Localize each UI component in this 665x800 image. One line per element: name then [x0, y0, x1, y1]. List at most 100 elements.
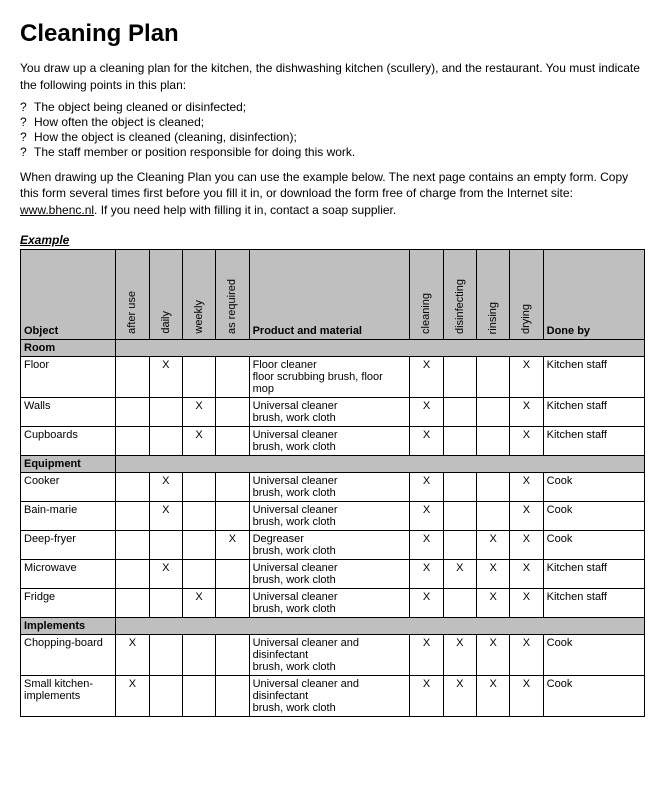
cell-daily [149, 426, 182, 455]
cell-weekly [182, 559, 215, 588]
cell-weekly [182, 530, 215, 559]
cell-disinfecting [443, 472, 476, 501]
section-name: Implements [21, 617, 116, 634]
cell-cleaning: X [410, 675, 443, 716]
cell-after-use [116, 530, 149, 559]
cell-weekly: X [182, 588, 215, 617]
intro-text: You draw up a cleaning plan for the kitc… [20, 60, 645, 94]
cell-done-by: Kitchen staff [543, 559, 644, 588]
cell-disinfecting [443, 397, 476, 426]
cell-product: Universal cleanerbrush, work cloth [249, 397, 410, 426]
table-row: Deep-fryerXDegreaserbrush, work clothXXX… [21, 530, 645, 559]
section-header-row: Implements [21, 617, 645, 634]
cell-disinfecting [443, 501, 476, 530]
cell-after-use [116, 472, 149, 501]
cell-done-by: Kitchen staff [543, 356, 644, 397]
cell-product: Universal cleanerbrush, work cloth [249, 559, 410, 588]
table-row: Bain-marieXUniversal cleanerbrush, work … [21, 501, 645, 530]
cell-object: Bain-marie [21, 501, 116, 530]
bullet-list: ?The object being cleaned or disinfected… [20, 100, 645, 159]
table-row: CookerXUniversal cleanerbrush, work clot… [21, 472, 645, 501]
section-fill [116, 339, 645, 356]
cell-done-by: Cook [543, 634, 644, 675]
cell-drying: X [510, 501, 543, 530]
cell-cleaning: X [410, 397, 443, 426]
cell-rinsing [476, 397, 509, 426]
cell-product: Floor cleanerfloor scrubbing brush, floo… [249, 356, 410, 397]
cell-rinsing [476, 501, 509, 530]
website-link[interactable]: www.bhenc.nl [20, 203, 94, 217]
col-object: Object [21, 249, 116, 339]
cell-as-required [216, 634, 249, 675]
cell-done-by: Cook [543, 501, 644, 530]
bullet-item: How often the object is cleaned; [34, 115, 204, 129]
cell-after-use: X [116, 634, 149, 675]
cell-weekly [182, 472, 215, 501]
cell-after-use [116, 588, 149, 617]
cell-drying: X [510, 397, 543, 426]
cell-daily [149, 588, 182, 617]
cell-drying: X [510, 559, 543, 588]
cell-daily [149, 530, 182, 559]
cell-rinsing [476, 356, 509, 397]
cell-weekly: X [182, 397, 215, 426]
cell-done-by: Kitchen staff [543, 588, 644, 617]
table-row: FloorXFloor cleanerfloor scrubbing brush… [21, 356, 645, 397]
cleaning-plan-table: Object after use daily weekly as require… [20, 249, 645, 717]
cell-cleaning: X [410, 501, 443, 530]
cell-object: Cooker [21, 472, 116, 501]
cell-drying: X [510, 472, 543, 501]
cell-done-by: Cook [543, 472, 644, 501]
cell-disinfecting [443, 356, 476, 397]
example-label: Example [20, 233, 645, 247]
cell-object: Deep-fryer [21, 530, 116, 559]
col-drying: drying [510, 249, 543, 339]
section-fill [116, 455, 645, 472]
cell-rinsing: X [476, 588, 509, 617]
cell-done-by: Kitchen staff [543, 426, 644, 455]
cell-drying: X [510, 634, 543, 675]
section-header-row: Equipment [21, 455, 645, 472]
cell-product: Universal cleanerbrush, work cloth [249, 426, 410, 455]
page-title: Cleaning Plan [20, 20, 645, 48]
cell-weekly: X [182, 426, 215, 455]
cell-rinsing [476, 472, 509, 501]
cell-after-use: X [116, 675, 149, 716]
col-after-use: after use [116, 249, 149, 339]
bullet-item: The staff member or position responsible… [34, 145, 355, 159]
cell-rinsing: X [476, 559, 509, 588]
table-row: Chopping-boardXUniversal cleaner and dis… [21, 634, 645, 675]
cell-drying: X [510, 588, 543, 617]
cell-rinsing: X [476, 634, 509, 675]
cell-daily [149, 634, 182, 675]
cell-done-by: Kitchen staff [543, 397, 644, 426]
table-header-row: Object after use daily weekly as require… [21, 249, 645, 339]
table-row: Small kitchen-implementsXUniversal clean… [21, 675, 645, 716]
col-weekly: weekly [182, 249, 215, 339]
col-product: Product and material [249, 249, 410, 339]
cell-rinsing [476, 426, 509, 455]
cell-product: Universal cleanerbrush, work cloth [249, 588, 410, 617]
col-as-required: as required [216, 249, 249, 339]
cell-drying: X [510, 675, 543, 716]
cell-weekly [182, 501, 215, 530]
cell-object: Fridge [21, 588, 116, 617]
section-name: Equipment [21, 455, 116, 472]
bullet-item: How the object is cleaned (cleaning, dis… [34, 130, 297, 144]
cell-after-use [116, 397, 149, 426]
cell-as-required [216, 472, 249, 501]
cell-cleaning: X [410, 530, 443, 559]
cell-object: Cupboards [21, 426, 116, 455]
cell-daily: X [149, 356, 182, 397]
cell-weekly [182, 675, 215, 716]
second-paragraph: When drawing up the Cleaning Plan you ca… [20, 169, 645, 219]
cell-as-required [216, 397, 249, 426]
cell-product: Universal cleanerbrush, work cloth [249, 501, 410, 530]
cell-after-use [116, 501, 149, 530]
cell-object: Microwave [21, 559, 116, 588]
cell-done-by: Cook [543, 530, 644, 559]
table-row: MicrowaveXUniversal cleanerbrush, work c… [21, 559, 645, 588]
cell-rinsing: X [476, 675, 509, 716]
cell-daily: X [149, 501, 182, 530]
cell-cleaning: X [410, 559, 443, 588]
